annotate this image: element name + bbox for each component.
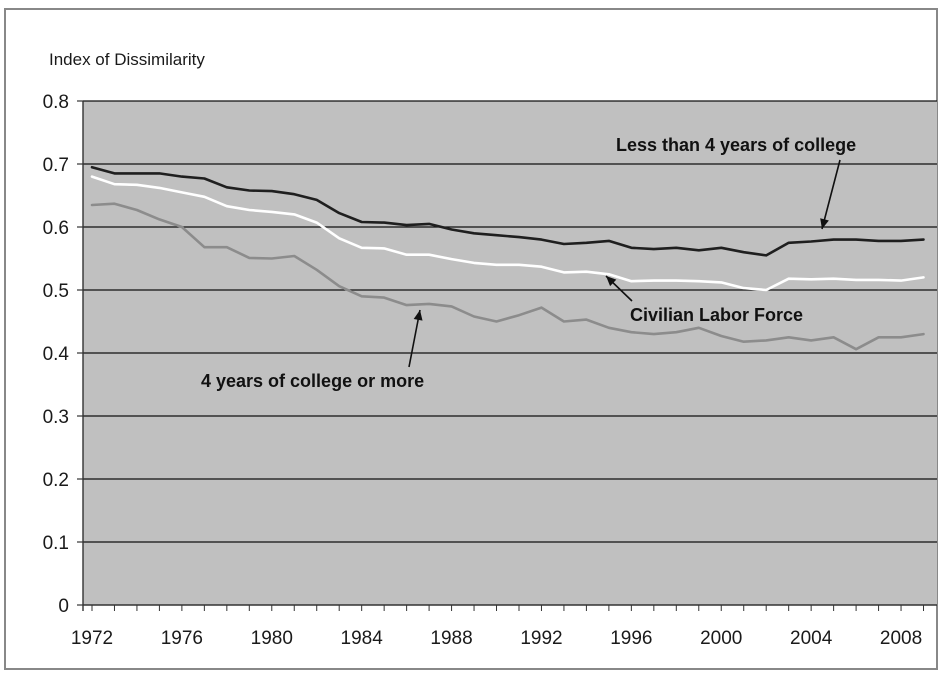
y-tick-label-0-4: 0.4 [43,344,70,365]
annotation-arrow-less-than-4-years-of-college [821,159,841,230]
series-line-4-years-of-college-or-more [90,202,925,351]
x-tick-label-1984: 1984 [341,628,384,649]
annotation-label-4-years-of-college-or-more: 4 years of college or more [201,371,424,391]
y-tick-label-0-6: 0.6 [43,218,69,239]
series-line-civilian-labor-force [90,175,925,292]
annotation-label-civilian-labor-force: Civilian Labor Force [630,305,803,325]
x-tick-label-2000: 2000 [700,628,742,649]
y-tick-label-0-2: 0.2 [43,470,69,491]
annotation-arrowhead [820,218,829,229]
gridlines [83,100,937,543]
y-tick-label-0-7: 0.7 [43,155,69,176]
x-tick-label-1996: 1996 [610,628,652,649]
series-lines [90,165,925,351]
annotation-label-less-than-4-years-of-college: Less than 4 years of college [616,135,856,155]
x-tick-label-2004: 2004 [790,628,833,649]
y-tick-label-0-3: 0.3 [43,407,69,428]
series-line-less-than-4-years-of-college [90,165,925,257]
x-tick-label-2008: 2008 [880,628,922,649]
y-tick-label-0: 0 [58,596,69,617]
x-tick-label-1992: 1992 [520,628,562,649]
x-tick-label-1988: 1988 [430,628,472,649]
x-tick-label-1976: 1976 [161,628,203,649]
axes: 0 0.1 0.2 0.3 0.4 0.5 0.6 0.7 0.8 1972 1976 1980 198… [43,50,937,649]
annotation-arrowhead [413,310,423,321]
y-tick-label-0-8: 0.8 [43,92,69,113]
annotation-arrowhead [606,276,617,287]
y-tick-label-0-5: 0.5 [43,281,69,302]
y-tick-label-0-1: 0.1 [43,533,69,554]
y-axis-label: Index of Dissimilarity [49,50,205,69]
x-tick-label-1972: 1972 [71,628,113,649]
x-tick-label-1980: 1980 [251,628,293,649]
annotations: Less than 4 years of college Civilian Lab… [201,135,856,391]
